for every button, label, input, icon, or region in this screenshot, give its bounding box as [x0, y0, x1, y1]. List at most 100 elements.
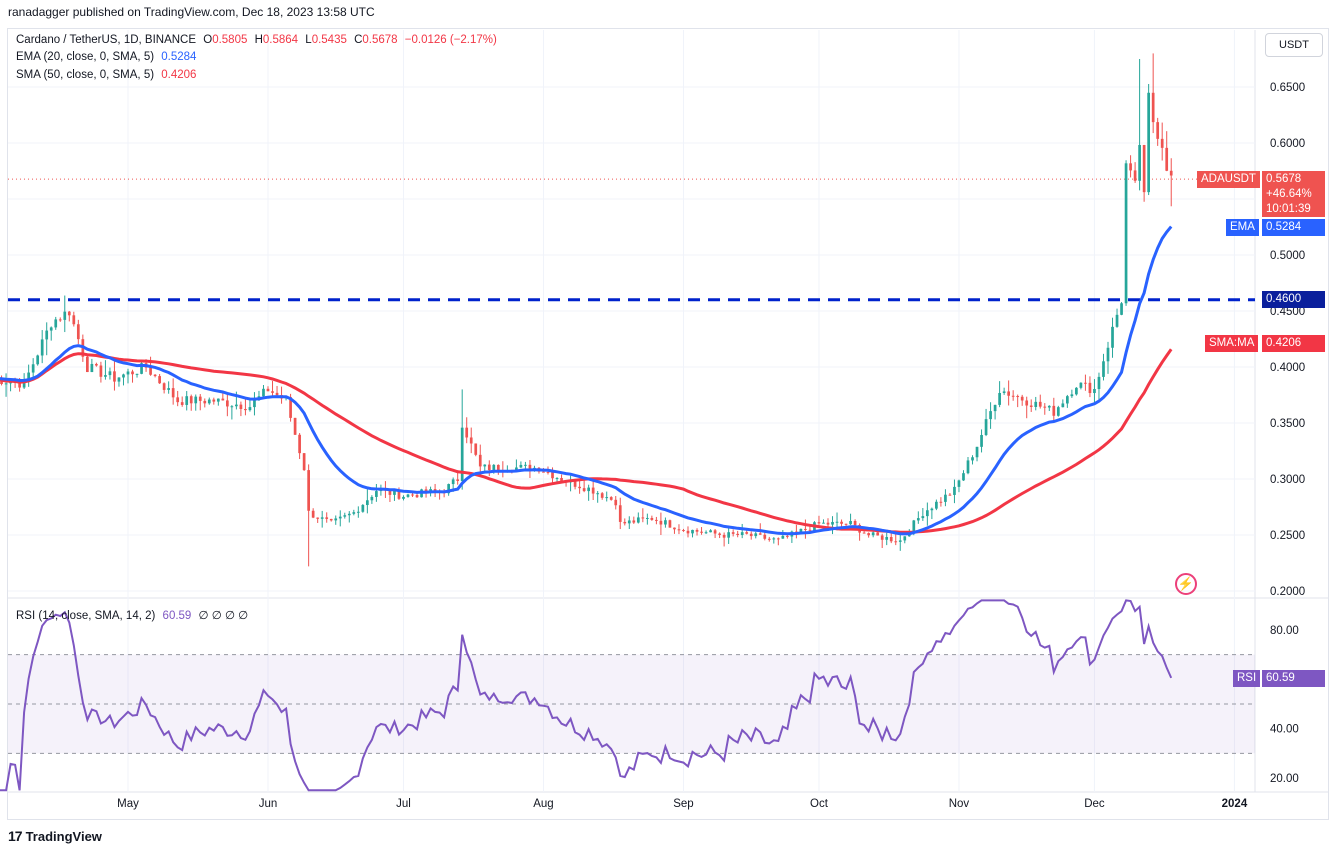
candle-body — [627, 520, 631, 524]
candle-body — [58, 319, 62, 321]
candle-body — [781, 535, 785, 539]
candle-body — [1133, 170, 1137, 181]
candle-body — [451, 479, 455, 485]
candle-body — [1070, 394, 1074, 397]
candle-body — [695, 529, 699, 532]
candle-body — [867, 533, 870, 536]
candle-body — [307, 470, 310, 511]
candle-body — [546, 471, 550, 473]
candle-body — [402, 496, 405, 499]
candle-body — [239, 404, 243, 410]
candle-body — [135, 373, 139, 375]
tradingview-logo[interactable]: 17 TradingView — [8, 828, 102, 844]
time-tick-label: Oct — [810, 798, 829, 810]
candle-body — [659, 520, 663, 525]
candle-body — [460, 427, 464, 481]
candle-body — [90, 363, 94, 373]
candle-body — [338, 516, 342, 519]
legend-o-label: O — [203, 34, 213, 46]
candle-body — [271, 391, 274, 393]
sma-line — [0, 348, 1173, 534]
sma-name-tag: SMA:MA — [1205, 335, 1259, 352]
candle-body — [496, 464, 500, 471]
candle-body — [289, 397, 292, 418]
candle-body — [840, 521, 843, 524]
legend-change: −0.0126 (−2.17%) — [404, 34, 497, 46]
price-tick-label: 0.3500 — [1270, 418, 1305, 430]
ema-name-tag: EMA — [1226, 219, 1259, 236]
legend-ema-label: EMA (20, close, 0, SMA, 5) — [16, 51, 155, 63]
candle-body — [826, 522, 830, 525]
candle-body — [176, 397, 180, 403]
candle-body — [63, 311, 67, 320]
legend-h-label: H — [254, 34, 263, 46]
legend-sma-value: 0.4206 — [161, 69, 197, 81]
candle-body — [1165, 147, 1169, 171]
candle-body — [871, 532, 875, 536]
currency-button[interactable]: USDT — [1265, 33, 1323, 57]
candle-body — [740, 532, 744, 536]
tradingview-mark-icon: 17 — [8, 828, 23, 844]
candle-body — [880, 535, 884, 540]
time-tick-label: Jun — [259, 798, 278, 810]
candle-body — [31, 364, 35, 373]
candlestick-series — [0, 53, 1173, 567]
candle-body — [131, 371, 134, 375]
candle-body — [831, 521, 834, 525]
time-tick-label: 2024 — [1222, 798, 1248, 810]
candle-body — [939, 501, 943, 503]
candle-body — [1007, 391, 1010, 396]
candle-body — [804, 528, 807, 530]
legend-rsi: RSI (14, close, SMA, 14, 2) 60.59 ∅ ∅ ∅ … — [16, 608, 252, 622]
candle-body — [483, 464, 487, 467]
candle-body — [993, 404, 997, 412]
candle-body — [646, 517, 649, 519]
legend-rsi-value: 60.59 — [162, 610, 192, 622]
candle-body — [560, 477, 563, 482]
candle-body — [325, 517, 329, 519]
candle-body — [180, 402, 184, 405]
candle-body — [1034, 401, 1038, 407]
candle-body — [185, 396, 189, 405]
candle-body — [469, 437, 473, 444]
candle-body — [1115, 314, 1119, 327]
rsi-tick-label: 20.00 — [1270, 773, 1299, 785]
candle-body — [45, 330, 49, 340]
flash-icon[interactable]: ⚡ — [1175, 573, 1197, 595]
time-tick-label: Dec — [1084, 798, 1105, 810]
candle-body — [194, 396, 198, 404]
candle-body — [944, 494, 947, 502]
candle-body — [433, 489, 437, 491]
candle-body — [397, 490, 401, 499]
candle-body — [1138, 144, 1141, 181]
candle-body — [1106, 347, 1110, 362]
candle-body — [72, 315, 76, 325]
legend-low: 0.5435 — [311, 34, 347, 46]
candle-body — [149, 367, 152, 375]
candle-body — [1056, 407, 1060, 416]
candle-body — [776, 538, 780, 540]
candle-body — [1102, 361, 1105, 377]
candle-body — [786, 535, 789, 537]
candle-body — [835, 521, 839, 523]
ema-line — [0, 225, 1173, 536]
candle-body — [1111, 326, 1114, 348]
candle-body — [212, 399, 216, 402]
candle-body — [203, 400, 207, 404]
candle-body — [275, 392, 279, 396]
candle-body — [709, 530, 712, 533]
candle-body — [117, 377, 121, 382]
price-tick-label: 0.3000 — [1270, 474, 1305, 486]
candle-body — [984, 419, 988, 435]
candle-body — [876, 532, 880, 536]
candle-body — [998, 392, 1001, 405]
candle-body — [1129, 163, 1132, 171]
candle-body — [171, 388, 175, 398]
candle-body — [1124, 163, 1128, 304]
tradingview-logo-text: TradingView — [25, 828, 102, 844]
chart-frame[interactable] — [7, 28, 1329, 820]
candle-body — [722, 534, 726, 538]
candle-body — [930, 508, 934, 511]
candle-body — [641, 517, 645, 519]
